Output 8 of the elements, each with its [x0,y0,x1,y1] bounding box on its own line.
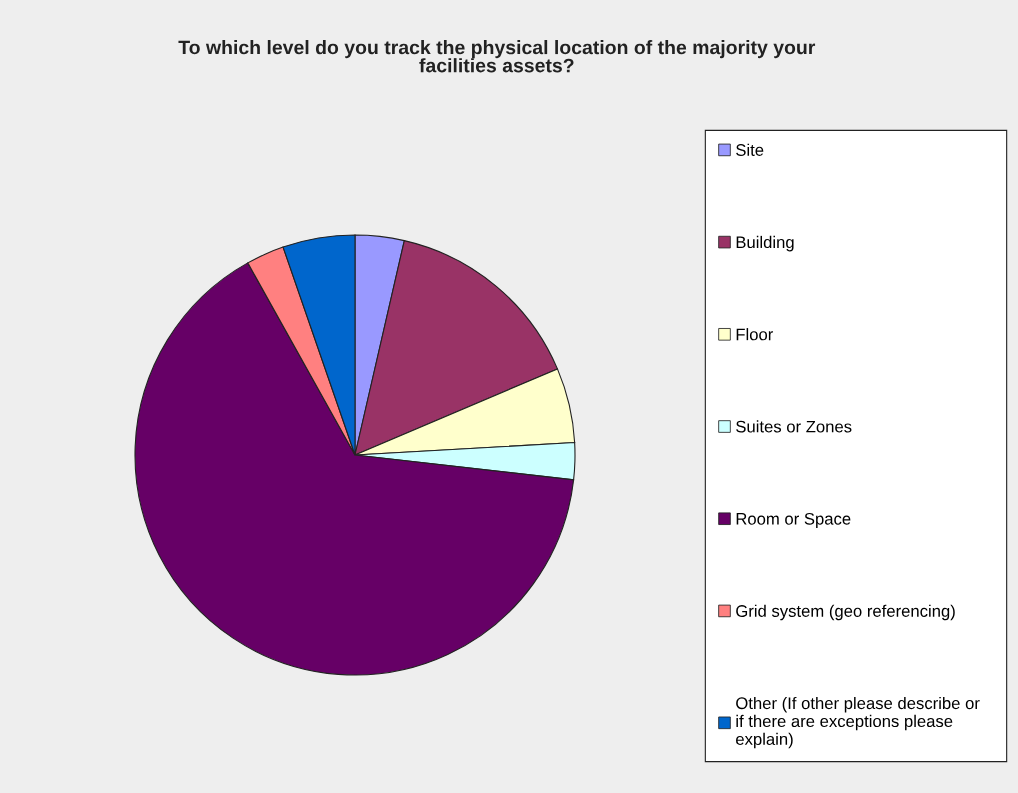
legend-label: Other (If other please describe or if there are exceptions please explain) [736,696,980,749]
legend-label: Site [736,143,764,156]
chart-title: To which level do you track the physical location of the majority your facilities assets? [178,40,816,73]
legend-label: Room or Space [736,512,851,529]
legend-label: Suites or Zones [736,420,852,433]
legend-label: Building [736,235,794,252]
legend-label: Grid system (geo referencing) [736,604,955,621]
legend-label: Floor [736,328,774,341]
